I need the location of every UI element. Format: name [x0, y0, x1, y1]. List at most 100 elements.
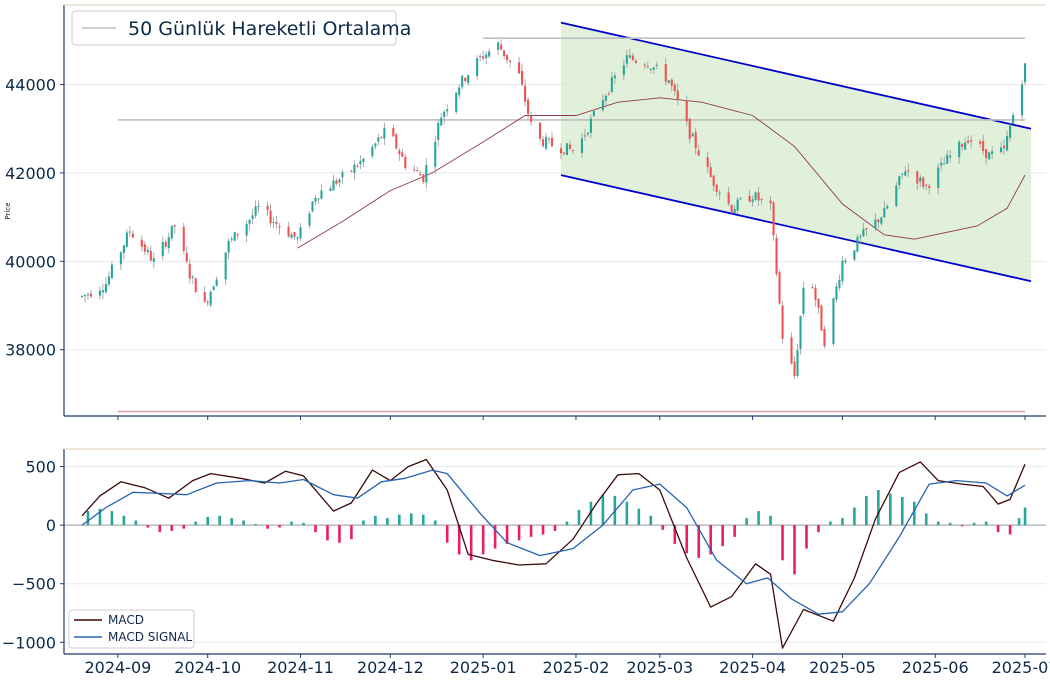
candle-body-down [350, 170, 353, 172]
candle-body-up [254, 206, 257, 216]
candle-body-up [98, 290, 101, 296]
candlestick [541, 135, 545, 148]
candle-body-up [383, 127, 386, 139]
histogram-bar-negative [541, 525, 545, 535]
candlestick [500, 39, 503, 51]
candlestick [706, 151, 709, 173]
candle-body-up [601, 100, 604, 111]
candlestick [227, 238, 230, 260]
candlestick [538, 121, 542, 142]
candle-body-up [904, 171, 907, 176]
candle-body-down [131, 233, 134, 238]
candlestick [712, 174, 715, 192]
candle-body-down [506, 54, 509, 61]
candlestick [413, 165, 416, 172]
candlestick [670, 78, 673, 92]
candlestick [521, 64, 524, 87]
candle-body-down [464, 77, 467, 82]
candle-body-down [634, 60, 637, 63]
candlestick [524, 79, 527, 107]
candle-body-up [802, 287, 805, 314]
candle-body-down [631, 55, 634, 60]
candlestick [320, 184, 323, 200]
candlestick [125, 229, 128, 249]
candle-body-down [293, 232, 296, 237]
histogram-bar-positive [206, 516, 210, 526]
candlestick [350, 169, 353, 173]
candle-body-down [709, 167, 712, 177]
candlestick [937, 163, 940, 195]
date-xtick-label: 2025-01 [450, 658, 517, 677]
candlestick [206, 299, 209, 307]
candle-body-up [718, 192, 721, 194]
candle-body-down [527, 99, 530, 114]
candlestick [266, 201, 269, 217]
candle-body-down [820, 305, 823, 331]
candle-body-down [643, 64, 646, 66]
candlestick [233, 231, 236, 242]
candlestick [631, 52, 634, 62]
candle-body-down [278, 226, 281, 228]
candlestick [308, 211, 311, 229]
candlestick [760, 198, 763, 205]
candle-body-down [775, 237, 778, 275]
candle-body-up [227, 240, 230, 253]
candle-body-up [272, 222, 275, 224]
candle-body-up [125, 232, 128, 247]
candlestick [739, 196, 742, 200]
candlestick [131, 230, 134, 239]
candlestick [299, 222, 302, 242]
candlestick [769, 196, 772, 211]
candlestick [1012, 112, 1015, 125]
histogram-bar-positive [565, 521, 569, 526]
histogram-bar-negative [338, 525, 341, 543]
candle-body-up [604, 95, 607, 101]
histogram-bar-positive [865, 495, 868, 526]
candle-body-down [503, 50, 506, 57]
candlestick [544, 132, 548, 151]
candle-body-up [80, 295, 84, 297]
candlestick [853, 250, 856, 262]
candle-body-up [988, 152, 991, 160]
candle-body-down [398, 150, 401, 155]
histogram-bar-positive [421, 514, 425, 526]
candlestick [167, 232, 170, 254]
candle-body-up [104, 284, 107, 293]
candle-body-down [509, 60, 512, 62]
candlestick [398, 148, 401, 161]
histogram-bar-positive [254, 523, 257, 526]
candlestick [182, 222, 185, 255]
candlestick [488, 48, 491, 59]
candle-body-down [203, 292, 206, 302]
candlestick [1000, 142, 1003, 154]
histogram-bar-positive [577, 509, 581, 526]
candle-body-down [916, 171, 919, 184]
histogram-bar-positive [386, 518, 389, 526]
candle-body-down [688, 118, 691, 139]
candlestick [985, 148, 988, 165]
candlestick [667, 79, 670, 84]
histogram-bar-negative [350, 525, 353, 540]
histogram-bar-positive [889, 493, 892, 526]
candle-body-up [691, 133, 694, 137]
histogram-bar-negative [457, 525, 461, 555]
macd-ytick-label: −1000 [2, 633, 56, 652]
candle-body-down [419, 173, 422, 176]
histogram-bar-positive [745, 518, 748, 526]
candle-body-down [521, 70, 524, 85]
candle-body-up [119, 252, 122, 265]
candlestick [859, 234, 862, 245]
candlestick [565, 143, 569, 156]
histogram-bar-positive [841, 518, 844, 526]
candlestick [592, 109, 595, 118]
candle-body-down [89, 293, 92, 297]
candle-body-down [413, 169, 416, 171]
candle-body-up [317, 198, 320, 200]
candle-body-up [377, 137, 380, 142]
candlestick [335, 177, 338, 186]
candlestick [419, 170, 422, 176]
macd-axes: −1000 −500 0 500 2024-09 2024-10 2024-11 2024-1… [2, 448, 1050, 677]
candle-body-up [488, 51, 491, 57]
histogram-bar-negative [505, 525, 509, 544]
histogram-bar-positive [86, 511, 90, 526]
